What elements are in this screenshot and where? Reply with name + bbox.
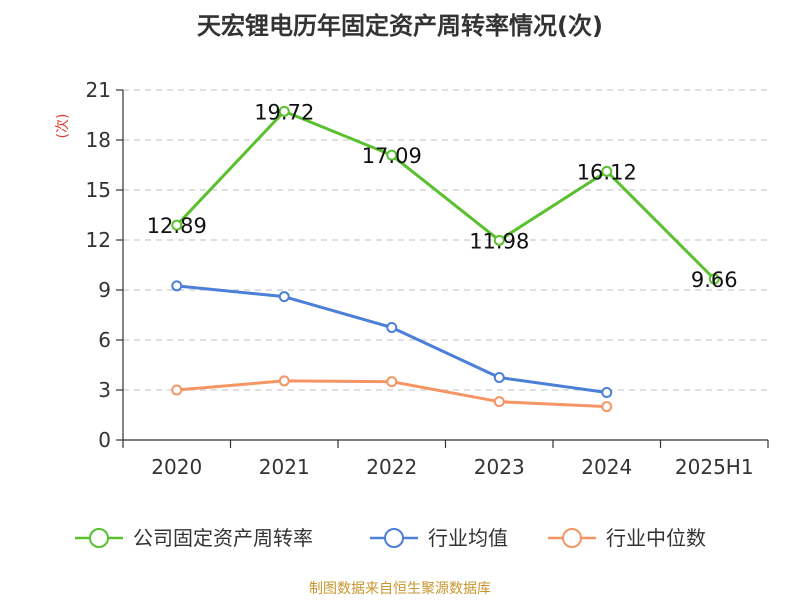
legend-label: 公司固定资产周转率 bbox=[133, 526, 313, 550]
legend-label: 行业均值 bbox=[428, 526, 508, 550]
x-tick-label: 2020 bbox=[151, 455, 202, 479]
data-point bbox=[601, 165, 613, 177]
x-tick-label: 2024 bbox=[581, 455, 632, 479]
data-point bbox=[708, 273, 720, 285]
y-tick-label: 18 bbox=[86, 128, 111, 152]
data-label: 12.89 bbox=[147, 214, 207, 238]
data-label: 17.09 bbox=[362, 144, 422, 168]
data-point bbox=[386, 376, 398, 388]
data-point bbox=[493, 234, 505, 246]
data-labels: 12.89 19.72 17.09 11.98 16.12 9.66 bbox=[147, 100, 738, 292]
y-tick-label: 15 bbox=[86, 178, 111, 202]
data-point bbox=[278, 291, 290, 303]
data-point bbox=[493, 372, 505, 383]
y-tick-label: 12 bbox=[86, 228, 111, 252]
y-tick-label: 0 bbox=[98, 428, 111, 452]
source-note: 制图数据来自恒生聚源数据库 bbox=[309, 581, 491, 597]
legend-marker bbox=[89, 528, 109, 548]
data-point bbox=[171, 280, 183, 292]
chart-title: 天宏锂电历年固定资产周转率情况(次) bbox=[197, 12, 603, 40]
x-tick-label: 2025H1 bbox=[675, 455, 754, 479]
grid-lines bbox=[123, 89, 768, 391]
legend-marker bbox=[562, 528, 582, 548]
data-point bbox=[601, 387, 613, 398]
data-point bbox=[386, 149, 398, 161]
data-point bbox=[386, 322, 398, 333]
legend: 公司固定资产周转率 行业均值 行业中位数 bbox=[75, 526, 706, 550]
axes: 0 3 6 9 12 15 18 21 2020 2021 2022 2023 2024 2025H1 (次… bbox=[55, 78, 769, 479]
legend-marker bbox=[384, 528, 404, 548]
x-tick-label: 2021 bbox=[259, 455, 310, 479]
data-point bbox=[601, 401, 613, 413]
y-tick-label: 9 bbox=[98, 278, 111, 302]
legend-label: 行业中位数 bbox=[606, 526, 706, 550]
x-tick-label: 2023 bbox=[474, 455, 525, 479]
y-axis-unit: (次) bbox=[55, 114, 71, 139]
y-tick-label: 3 bbox=[98, 378, 111, 402]
data-point bbox=[278, 105, 290, 117]
x-tick-label: 2022 bbox=[366, 455, 417, 479]
data-label: 9.66 bbox=[691, 268, 738, 292]
y-tick-label: 6 bbox=[98, 328, 111, 352]
data-point bbox=[278, 375, 290, 387]
data-label: 16.12 bbox=[577, 160, 637, 184]
y-tick-label: 21 bbox=[86, 78, 111, 102]
series-layer bbox=[171, 105, 720, 413]
data-label: 19.72 bbox=[254, 100, 314, 124]
data-point bbox=[171, 219, 183, 231]
data-label: 11.98 bbox=[469, 229, 529, 253]
data-point bbox=[171, 384, 183, 396]
data-point bbox=[493, 396, 505, 408]
series-line bbox=[175, 109, 716, 281]
